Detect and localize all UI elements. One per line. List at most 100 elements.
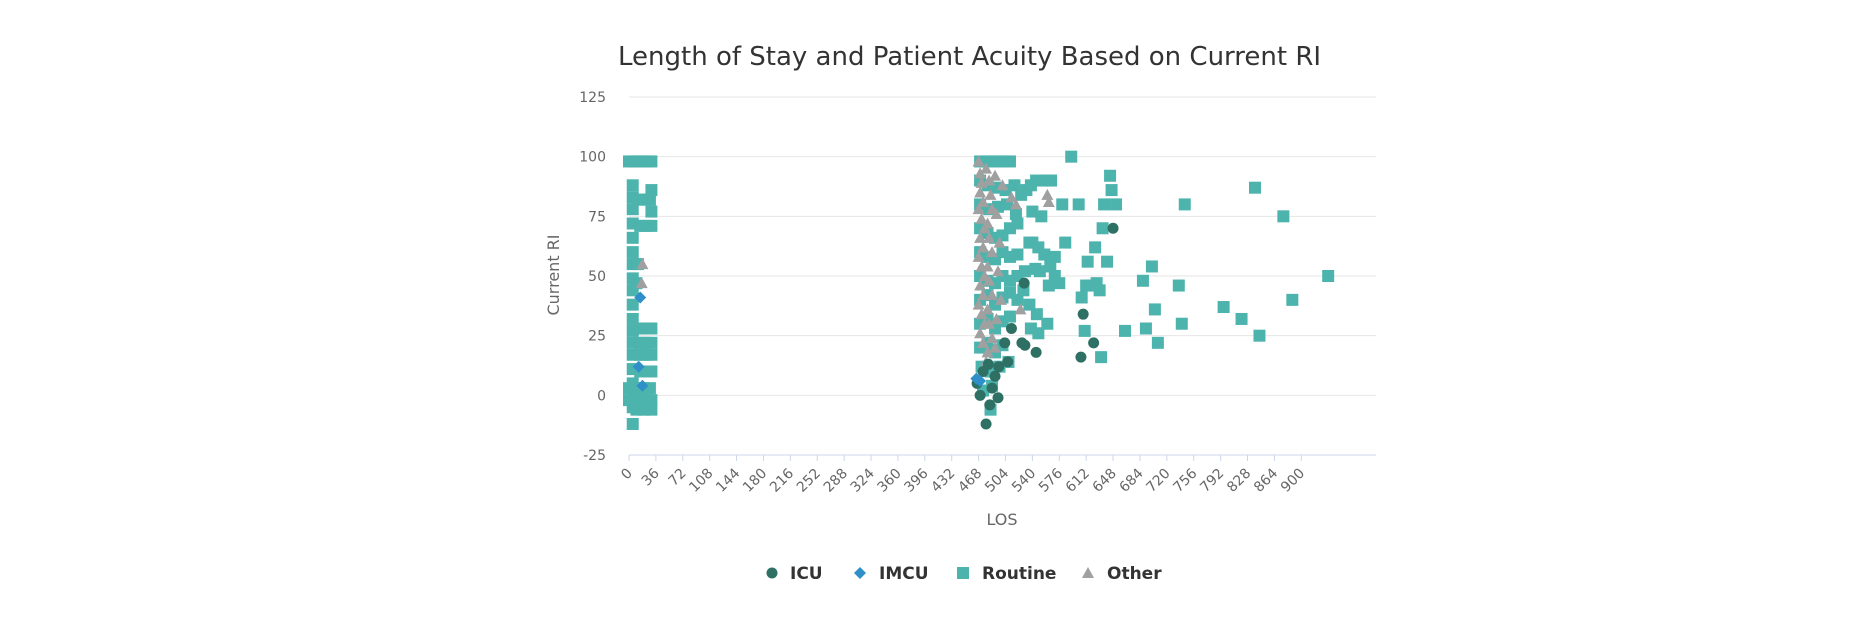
routine-point	[1011, 217, 1024, 230]
other-point	[975, 308, 988, 320]
icu-point	[980, 418, 992, 430]
routine-point	[1018, 265, 1031, 278]
y-tick-label: -25	[583, 448, 606, 464]
routine-point	[1041, 317, 1054, 330]
routine-point	[1253, 329, 1266, 342]
routine-point	[626, 417, 639, 430]
chart-title: Length of Stay and Patient Acuity Based …	[618, 42, 1321, 72]
routine-point	[1044, 260, 1057, 273]
x-tick-label: 792	[1197, 466, 1227, 496]
other-point	[996, 179, 1009, 191]
x-tick-label: 288	[821, 466, 851, 496]
routine-point	[1104, 169, 1117, 182]
routine-point	[626, 179, 639, 192]
routine-point	[623, 394, 635, 407]
x-tick-label: 612	[1063, 466, 1093, 496]
routine-point	[1248, 181, 1261, 194]
x-tick-label: 108	[686, 466, 716, 496]
other-point	[977, 241, 990, 253]
other-point	[974, 167, 987, 179]
x-tick-label: 468	[955, 466, 985, 496]
imcu-point	[974, 375, 987, 388]
routine-point	[1139, 322, 1152, 335]
other-point	[989, 169, 1002, 181]
legend-label: Other	[1107, 564, 1162, 584]
routine-point	[1026, 236, 1039, 249]
legend-item-imcu[interactable]: IMCU	[854, 564, 929, 584]
other-point	[983, 174, 996, 186]
routine-point	[1009, 207, 1022, 220]
icu-point	[984, 399, 996, 411]
imcu-point	[636, 379, 649, 392]
other-point	[986, 246, 999, 258]
other-point	[990, 207, 1003, 219]
routine-point	[1081, 255, 1094, 268]
routine-point	[645, 336, 658, 349]
icu-point	[1107, 222, 1119, 234]
x-tick-label: 324	[848, 465, 878, 495]
other-point	[992, 265, 1005, 277]
legend-item-other[interactable]: Other	[1082, 564, 1162, 584]
other-point	[635, 277, 648, 289]
routine-point	[1119, 324, 1132, 337]
x-tick-label: 684	[1117, 465, 1147, 495]
routine-point	[1098, 198, 1111, 211]
icu-point	[1005, 323, 1017, 335]
routine-point	[1033, 265, 1046, 278]
x-tick-label: 504	[982, 465, 1012, 495]
icu-point	[1077, 308, 1089, 320]
routine-point	[1065, 150, 1078, 163]
routine-point	[1011, 293, 1024, 306]
routine-point	[645, 184, 658, 197]
legend-item-icu[interactable]: ICU	[766, 564, 823, 584]
icu-point	[1030, 346, 1042, 358]
x-tick-label: 864	[1251, 465, 1281, 495]
icu-point	[1002, 356, 1014, 368]
other-point	[1014, 303, 1027, 315]
other-point	[1041, 188, 1054, 200]
routine-point	[1277, 210, 1290, 223]
x-tick-label: 756	[1170, 465, 1200, 495]
x-tick-label: 540	[1009, 466, 1039, 496]
icu-point	[974, 389, 986, 401]
routine-point	[1178, 198, 1191, 211]
routine-point	[645, 205, 658, 218]
other-point	[974, 279, 987, 291]
routine-point	[645, 394, 658, 407]
y-tick-label: 25	[588, 329, 606, 345]
other-point	[977, 196, 990, 208]
routine-point	[1030, 174, 1043, 187]
other-point	[974, 231, 987, 243]
x-tick-label: 720	[1143, 466, 1173, 496]
routine-point	[626, 246, 639, 259]
x-tick-label: 576	[1036, 465, 1066, 495]
other-point	[981, 217, 994, 229]
routine-point	[1072, 198, 1085, 211]
x-tick-label: 648	[1090, 466, 1120, 496]
other-point	[977, 289, 990, 301]
series-icu	[971, 222, 1119, 430]
routine-point	[626, 298, 639, 311]
routine-point	[1078, 324, 1091, 337]
other-point	[975, 212, 988, 224]
x-tick-label: 432	[928, 466, 958, 496]
legend[interactable]: ICU IMCU Routine Other	[766, 564, 1163, 584]
other-point	[990, 312, 1003, 324]
other-point	[1042, 196, 1055, 208]
data-points	[623, 150, 1335, 430]
routine-point	[1048, 250, 1061, 263]
icu-point	[1018, 277, 1030, 289]
triangle-legend-icon	[1082, 567, 1094, 578]
legend-item-routine[interactable]: Routine	[957, 564, 1056, 584]
other-point	[1005, 191, 1018, 203]
routine-point	[1045, 174, 1058, 187]
other-point	[977, 336, 990, 348]
routine-point	[645, 348, 658, 361]
imcu-point	[634, 291, 647, 304]
routine-point	[1096, 222, 1109, 235]
other-point	[986, 332, 999, 344]
x-tick-label: 828	[1224, 466, 1254, 496]
icu-point	[999, 337, 1011, 349]
routine-point	[1286, 293, 1299, 306]
